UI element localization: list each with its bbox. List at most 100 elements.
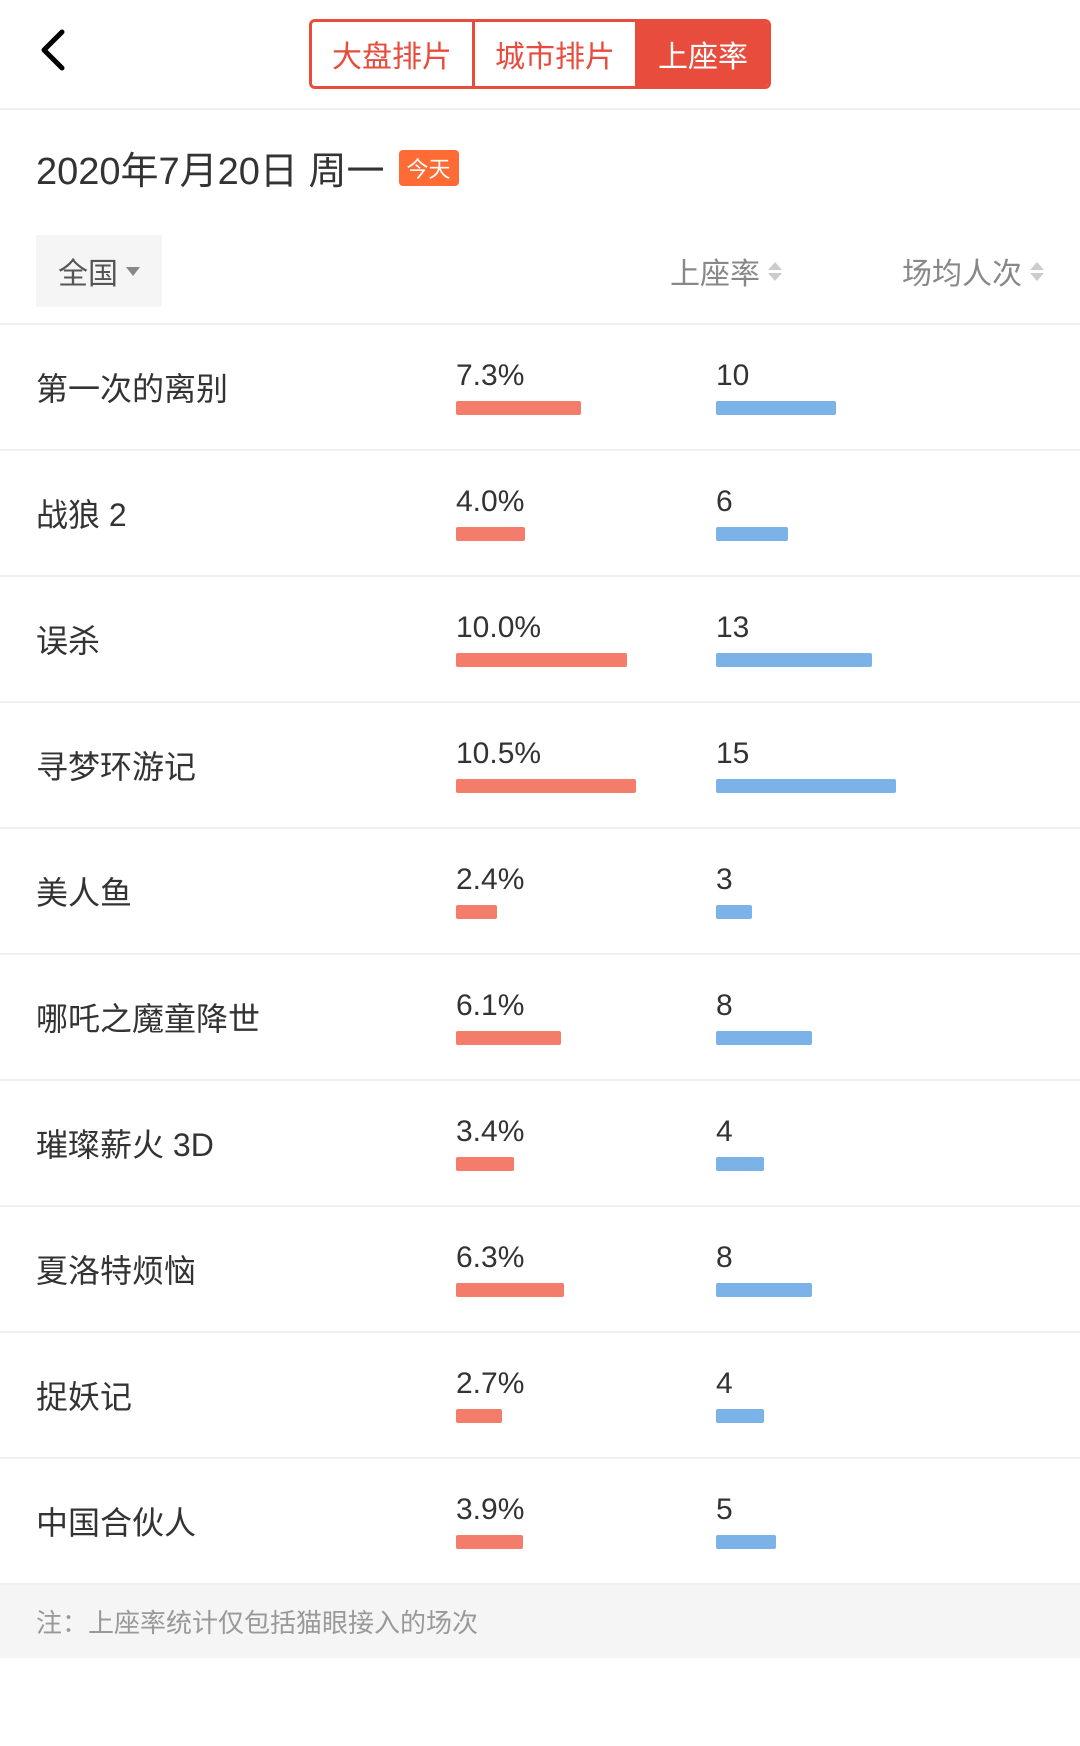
- filter-row: 全国 上座率 场均人次: [0, 219, 1080, 325]
- movie-title: 美人鱼: [36, 868, 456, 914]
- avg-bar: [716, 527, 896, 541]
- movie-row[interactable]: 战狼 24.0%6: [0, 451, 1080, 577]
- date-line[interactable]: 2020年7月20日 周一 今天: [36, 140, 1044, 195]
- tab-0[interactable]: 大盘排片: [312, 22, 472, 86]
- avg-bar: [716, 1157, 896, 1171]
- avg-metric: 4: [716, 1367, 1044, 1423]
- movie-row[interactable]: 美人鱼2.4%3: [0, 829, 1080, 955]
- movie-row[interactable]: 中国合伙人3.9%5: [0, 1459, 1080, 1585]
- movie-title: 夏洛特烦恼: [36, 1246, 456, 1292]
- rate-bar: [456, 401, 636, 415]
- avg-bar: [716, 1409, 896, 1423]
- avg-metric: 4: [716, 1115, 1044, 1171]
- tab-group: 大盘排片城市排片上座率: [309, 19, 771, 89]
- avg-value: 8: [716, 1241, 733, 1275]
- rate-metric: 2.7%: [456, 1367, 716, 1423]
- rate-bar: [456, 905, 636, 919]
- movie-row[interactable]: 哪吒之魔童降世6.1%8: [0, 955, 1080, 1081]
- movie-row[interactable]: 误杀10.0%13: [0, 577, 1080, 703]
- rate-bar-fill: [456, 1157, 514, 1171]
- avg-bar-fill: [716, 401, 836, 415]
- rate-value: 4.0%: [456, 485, 716, 519]
- rate-bar: [456, 1535, 636, 1549]
- rate-value: 2.7%: [456, 1367, 716, 1401]
- today-badge: 今天: [399, 150, 459, 186]
- avg-bar-fill: [716, 653, 872, 667]
- avg-value: 5: [716, 1493, 733, 1527]
- rate-metric: 6.3%: [456, 1241, 716, 1297]
- rate-bar-fill: [456, 401, 581, 415]
- rate-metric: 10.0%: [456, 611, 716, 667]
- rate-metric: 4.0%: [456, 485, 716, 541]
- back-button[interactable]: [30, 28, 74, 81]
- avg-metric: 8: [716, 989, 1044, 1045]
- rate-bar-fill: [456, 905, 497, 919]
- date-text: 2020年7月20日 周一: [36, 140, 385, 195]
- rate-metric: 3.9%: [456, 1493, 716, 1549]
- avg-value: 8: [716, 989, 733, 1023]
- column-header-rate[interactable]: 上座率: [670, 249, 782, 293]
- avg-value: 15: [716, 737, 749, 771]
- date-section: 2020年7月20日 周一 今天: [0, 110, 1080, 219]
- avg-bar: [716, 1031, 896, 1045]
- rate-metric: 2.4%: [456, 863, 716, 919]
- column-headers: 上座率 场均人次: [670, 249, 1044, 293]
- avg-bar-fill: [716, 1409, 764, 1423]
- avg-bar-fill: [716, 779, 896, 793]
- column-header-avg[interactable]: 场均人次: [902, 249, 1044, 293]
- avg-metric: 6: [716, 485, 1044, 541]
- avg-bar: [716, 1283, 896, 1297]
- rate-bar: [456, 1157, 636, 1171]
- sort-icon: [1030, 262, 1044, 281]
- rate-value: 7.3%: [456, 359, 716, 393]
- avg-bar-fill: [716, 1157, 764, 1171]
- avg-bar-fill: [716, 1535, 776, 1549]
- movie-title: 误杀: [36, 616, 456, 662]
- chevron-left-icon: [38, 28, 66, 72]
- movie-title: 第一次的离别: [36, 364, 456, 410]
- avg-bar-fill: [716, 905, 752, 919]
- header: 大盘排片城市排片上座率: [0, 0, 1080, 110]
- movie-title: 捉妖记: [36, 1372, 456, 1418]
- movie-row[interactable]: 捉妖记2.7%4: [0, 1333, 1080, 1459]
- rate-bar-fill: [456, 527, 525, 541]
- movie-row[interactable]: 寻梦环游记10.5%15: [0, 703, 1080, 829]
- avg-bar-fill: [716, 1283, 812, 1297]
- avg-bar: [716, 1535, 896, 1549]
- column-header-label: 上座率: [670, 249, 760, 293]
- movie-list: 第一次的离别7.3%10战狼 24.0%6误杀10.0%13寻梦环游记10.5%…: [0, 325, 1080, 1585]
- avg-metric: 3: [716, 863, 1044, 919]
- avg-value: 4: [716, 1367, 733, 1401]
- rate-value: 2.4%: [456, 863, 716, 897]
- movie-row[interactable]: 夏洛特烦恼6.3%8: [0, 1207, 1080, 1333]
- movie-title: 战狼 2: [36, 490, 456, 536]
- tab-1[interactable]: 城市排片: [472, 22, 635, 86]
- rate-metric: 7.3%: [456, 359, 716, 415]
- movie-title: 中国合伙人: [36, 1498, 456, 1544]
- rate-bar-fill: [456, 1283, 564, 1297]
- avg-bar: [716, 653, 896, 667]
- rate-bar-fill: [456, 1535, 523, 1549]
- region-dropdown[interactable]: 全国: [36, 235, 162, 307]
- avg-bar-fill: [716, 1031, 812, 1045]
- rate-metric: 6.1%: [456, 989, 716, 1045]
- avg-value: 4: [716, 1115, 733, 1149]
- avg-value: 6: [716, 485, 733, 519]
- movie-row[interactable]: 璀璨薪火 3D3.4%4: [0, 1081, 1080, 1207]
- region-label: 全国: [58, 249, 118, 293]
- rate-bar: [456, 653, 636, 667]
- rate-bar: [456, 779, 636, 793]
- rate-bar: [456, 527, 636, 541]
- movie-title: 寻梦环游记: [36, 742, 456, 788]
- rate-bar-fill: [456, 1031, 561, 1045]
- avg-bar: [716, 779, 896, 793]
- rate-value: 3.9%: [456, 1493, 716, 1527]
- movie-row[interactable]: 第一次的离别7.3%10: [0, 325, 1080, 451]
- avg-value: 13: [716, 611, 749, 645]
- rate-value: 6.1%: [456, 989, 716, 1023]
- chevron-down-icon: [126, 267, 140, 276]
- avg-metric: 8: [716, 1241, 1044, 1297]
- tab-2[interactable]: 上座率: [635, 22, 768, 86]
- rate-bar: [456, 1283, 636, 1297]
- avg-metric: 10: [716, 359, 1044, 415]
